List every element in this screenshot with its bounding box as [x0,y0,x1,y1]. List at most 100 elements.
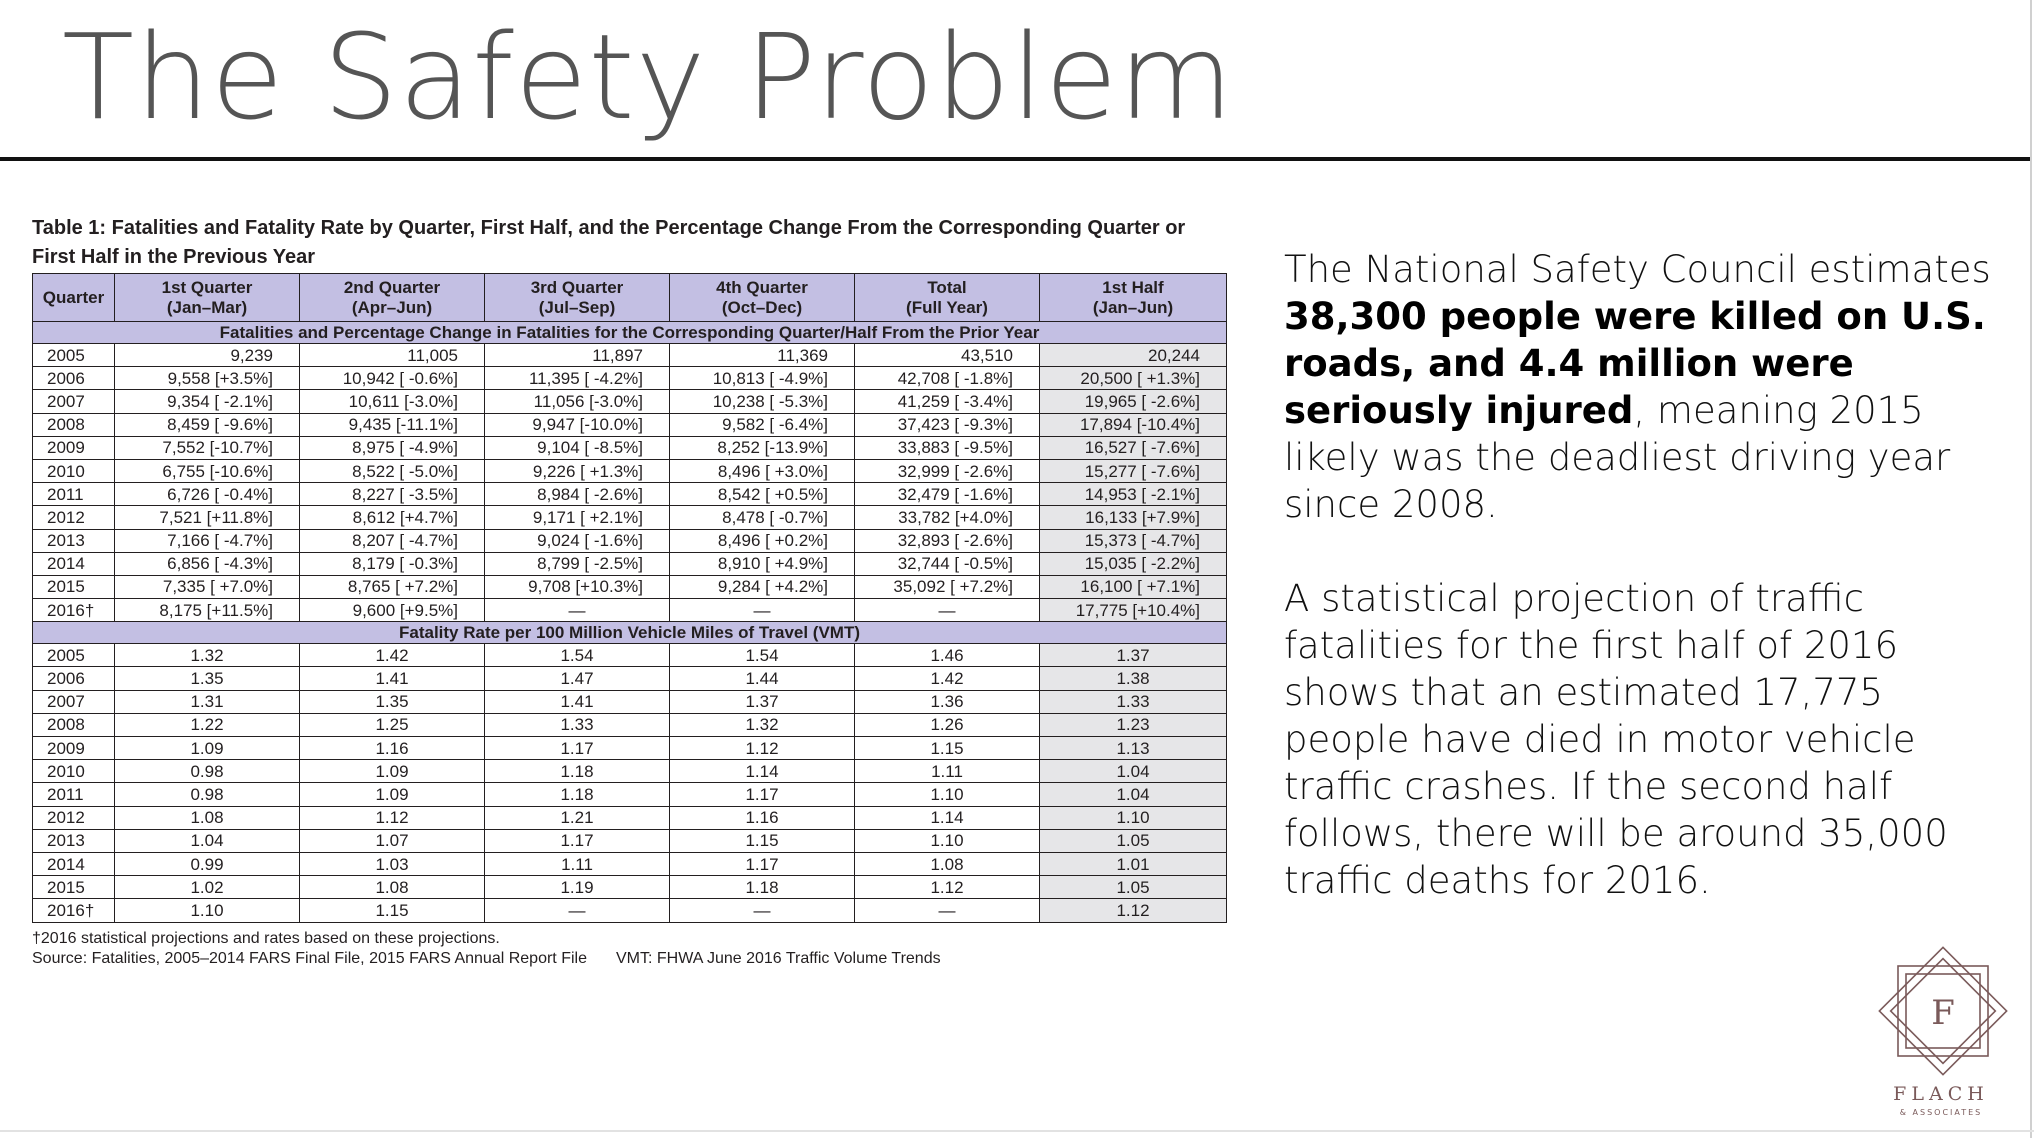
value-cell: 8,179 [ -0.3%] [299,551,485,576]
value-cell: 9,708 [+10.3%] [484,574,670,600]
logo-letter: F [1931,993,1955,1033]
rate-section-header-title: Fatality Rate per 100 Million Vehicle Mi… [32,621,1227,645]
value-cell: 17,894 [-10.4%] [1039,412,1227,437]
table-header-row: Quarter 1st Quarter (Jan–Mar) 2nd Quarter (A… [32,273,1227,322]
value-cell: — [484,898,670,923]
value-cell: 1.03 [299,851,485,877]
value-cell: 1.04 [1039,759,1227,784]
value-cell: 6,755 [-10.6%] [114,458,300,484]
rate-row: 2010 0.98 1.09 1.18 1.14 1.11 1.04 [32,759,1227,784]
fatalities-table: Quarter 1st Quarter (Jan–Mar) 2nd Quarter (A… [32,273,1227,923]
fatalities-section-header: Fatalities and Percentage Change in Fata… [32,321,1227,344]
year-cell: 2014 [32,551,115,576]
year-cell: 2012 [32,805,115,830]
value-cell: 1.33 [1039,689,1227,714]
fatalities-row: 2015 7,335 [ +7.0%] 8,765 [ +7.2%] 9,708 [+… [32,574,1227,600]
value-cell: 1.10 [854,828,1040,853]
fatalities-row: 2011 6,726 [ -0.4%] 8,227 [ -3.5%] 8,984 [ … [32,482,1227,507]
column-header: 3rd Quarter (Jul–Sep) [484,273,670,322]
value-cell: 1.05 [1039,875,1227,900]
year-cell: 2010 [32,458,115,484]
value-cell: 8,227 [ -3.5%] [299,482,485,507]
value-cell: 1.08 [854,851,1040,877]
value-cell: 1.26 [854,712,1040,738]
value-cell: 11,005 [299,342,485,368]
fatalities-row: 2008 8,459 [ -9.6%] 9,435 [-11.1%] 9,947 [-… [32,412,1227,437]
value-cell: 1.12 [669,735,855,761]
rate-row: 2006 1.35 1.41 1.47 1.44 1.42 1.38 [32,666,1227,691]
value-cell: 1.17 [484,735,670,761]
value-cell: 9,947 [-10.0%] [484,412,670,437]
year-cell: 2005 [32,342,115,368]
rate-row: 2011 0.98 1.09 1.18 1.17 1.10 1.04 [32,782,1227,807]
value-cell: 1.09 [114,735,300,761]
value-cell: 1.23 [1039,712,1227,738]
fatalities-row: 2014 6,856 [ -4.3%] 8,179 [ -0.3%] 8,799 [ … [32,551,1227,576]
value-cell: 7,521 [+11.8%] [114,505,300,530]
year-cell: 2009 [32,435,115,460]
value-cell: 11,369 [669,342,855,368]
value-cell: 1.07 [299,828,485,853]
fatalities-row: 2005 9,239 11,005 11,897 11,369 43,510 20,244 [32,342,1227,368]
value-cell: 1.04 [1039,782,1227,807]
year-cell: 2010 [32,759,115,784]
value-cell: 1.33 [484,712,670,738]
value-cell: 43,510 [854,342,1040,368]
value-cell: 41,259 [ -3.4%] [854,389,1040,414]
column-header-range: (Jul–Sep) [538,297,616,317]
value-cell: 32,893 [ -2.6%] [854,528,1040,553]
fatalities-row: 2016† 8,175 [+11.5%] 9,600 [+9.5%] — — —17,77… [32,598,1227,623]
value-cell: 14,953 [ -2.1%] [1039,482,1227,507]
value-cell: 1.36 [854,689,1040,714]
column-header-title: Total [927,277,967,297]
value-cell: 33,883 [ -9.5%] [854,435,1040,460]
body-text: The National Safety Council estimates 38… [1284,246,2004,904]
value-cell: 0.99 [114,851,300,877]
value-cell: — [854,598,1040,623]
value-cell: 1.10 [1039,805,1227,830]
year-cell: 2006 [32,666,115,691]
value-cell: 9,582 [ -6.4%] [669,412,855,437]
value-cell: 1.15 [854,735,1040,761]
value-cell: 1.17 [669,782,855,807]
column-header-title: 1st Half [1102,277,1164,297]
value-cell: 1.37 [669,689,855,714]
value-cell: 1.17 [669,851,855,877]
value-cell: 8,984 [ -2.6%] [484,482,670,507]
value-cell: 1.17 [484,828,670,853]
year-cell: 2012 [32,505,115,530]
value-cell: 1.01 [1039,851,1227,877]
value-cell: 8,207 [ -4.7%] [299,528,485,553]
value-cell: 1.11 [854,759,1040,784]
value-cell: 7,335 [ +7.0%] [114,574,300,600]
table-body: Fatalities and Percentage Change in Fata… [32,321,1227,923]
value-cell: 11,897 [484,342,670,368]
value-cell: 1.25 [299,712,485,738]
value-cell: 1.16 [669,805,855,830]
value-cell: 9,171 [ +2.1%] [484,505,670,530]
year-cell: 2015 [32,875,115,900]
value-cell: 8,459 [ -9.6%] [114,412,300,437]
value-cell: 1.42 [854,666,1040,691]
value-cell: — [484,598,670,623]
value-cell: 1.41 [484,689,670,714]
year-cell: 2008 [32,412,115,437]
value-cell: 0.98 [114,759,300,784]
table-caption: Table 1: Fatalities and Fatality Rate by… [32,214,1232,272]
value-cell: 1.54 [669,643,855,668]
source-citation: Source: Fatalities, 2005–2014 FARS Final… [32,950,587,967]
value-cell: 9,226 [ +1.3%] [484,458,670,484]
rate-row: 2012 1.08 1.12 1.21 1.16 1.14 1.10 [32,805,1227,830]
value-cell: 1.46 [854,643,1040,668]
value-cell: 8,496 [ +0.2%] [669,528,855,553]
slide-bottom-edge [0,1130,2034,1132]
value-cell: 9,239 [114,342,300,368]
value-cell: 1.10 [854,782,1040,807]
value-cell: 1.37 [1039,643,1227,668]
value-cell: 1.05 [1039,828,1227,853]
value-cell: 20,244 [1039,342,1227,368]
value-cell: 8,612 [+4.7%] [299,505,485,530]
year-cell: 2007 [32,689,115,714]
column-header-range: (Jan–Mar) [166,297,248,317]
value-cell: 1.11 [484,851,670,877]
